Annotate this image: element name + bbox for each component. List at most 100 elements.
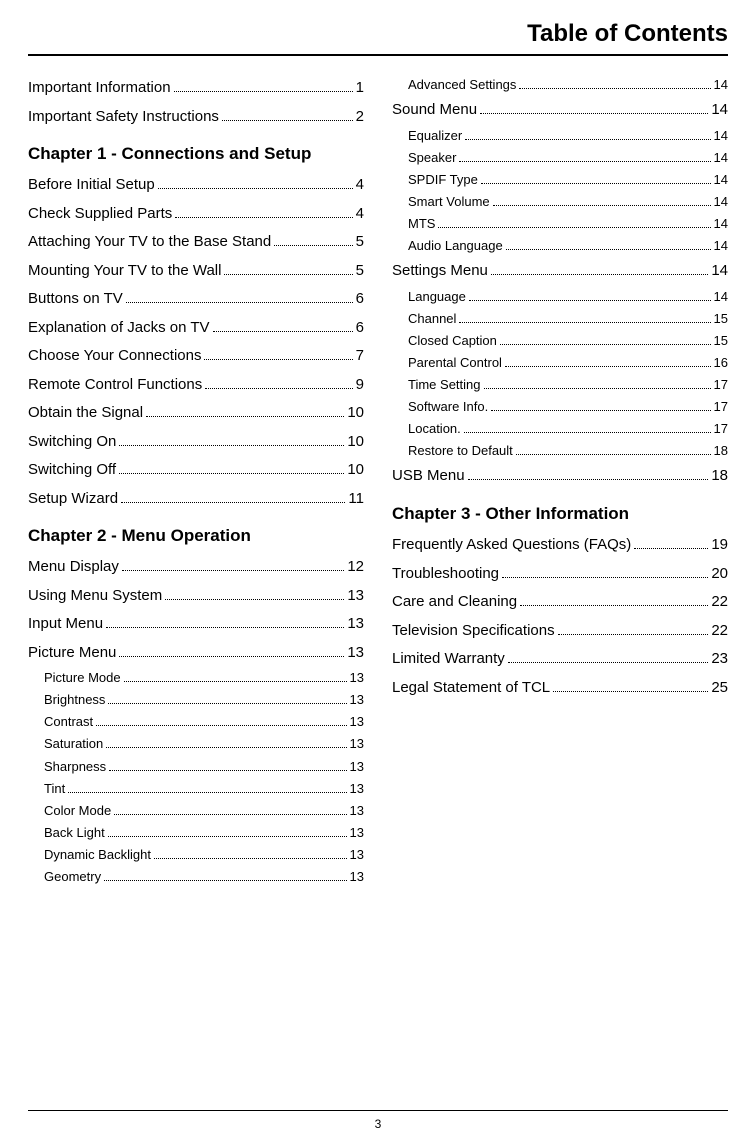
- toc-leader-dots: [108, 703, 346, 704]
- toc-page: 23: [711, 645, 728, 674]
- toc-page: 22: [711, 588, 728, 617]
- toc-leader-dots: [165, 599, 344, 600]
- toc-label: Using Menu System: [28, 582, 162, 611]
- toc-sub-entry: Restore to Default 18: [392, 440, 728, 462]
- page-title: Table of Contents: [28, 20, 728, 48]
- toc-leader-dots: [108, 836, 347, 837]
- toc-leader-dots: [502, 577, 708, 578]
- toc-label: Restore to Default: [408, 440, 513, 462]
- toc-label: Advanced Settings: [408, 74, 516, 96]
- toc-leader-dots: [122, 570, 344, 571]
- toc-sub-entry: Advanced Settings14: [392, 74, 728, 96]
- toc-entry: Legal Statement of TCL25: [392, 674, 728, 703]
- toc-label: Choose Your Connections: [28, 342, 201, 371]
- toc-label: Language: [408, 286, 466, 308]
- toc-label: Brightness: [44, 689, 105, 711]
- toc-leader-dots: [126, 302, 353, 303]
- toc-page: 13: [350, 800, 364, 822]
- toc-page: 4: [356, 171, 364, 200]
- toc-leader-dots: [96, 725, 346, 726]
- footer: 3: [28, 1110, 728, 1131]
- toc-sub-entry: Tint13: [28, 778, 364, 800]
- toc-label: Setup Wizard: [28, 485, 118, 514]
- toc-leader-dots: [119, 473, 344, 474]
- toc-page: 5: [356, 257, 364, 286]
- toc-label: Parental Control: [408, 352, 502, 374]
- toc-leader-dots: [468, 479, 709, 480]
- toc-sub-entry: Contrast 13: [28, 711, 364, 733]
- toc-label: Equalizer: [408, 125, 462, 147]
- toc-leader-dots: [505, 366, 711, 367]
- toc-leader-dots: [459, 322, 710, 323]
- toc-page: 13: [350, 844, 364, 866]
- toc-sub-entry: Location.17: [392, 418, 728, 440]
- toc-label: Limited Warranty: [392, 645, 505, 674]
- toc-entry: Input Menu 13: [28, 610, 364, 639]
- toc-label: Check Supplied Parts: [28, 200, 172, 229]
- toc-leader-dots: [465, 139, 710, 140]
- chapter-heading: Chapter 3 - Other Information: [392, 503, 728, 525]
- toc-label: Explanation of Jacks on TV: [28, 314, 210, 343]
- toc-sub-entry: Audio Language14: [392, 235, 728, 257]
- toc-page: 16: [714, 352, 728, 374]
- toc-sub-entry: Parental Control 16: [392, 352, 728, 374]
- toc-entry: Television Specifications 22: [392, 617, 728, 646]
- toc-label: Picture Menu: [28, 639, 116, 668]
- toc-page: 6: [356, 314, 364, 343]
- toc-leader-dots: [124, 681, 347, 682]
- toc-page: 10: [347, 399, 364, 428]
- toc-leader-dots: [500, 344, 711, 345]
- toc-page: 14: [711, 257, 728, 286]
- toc-leader-dots: [119, 656, 344, 657]
- toc-entry: Before Initial Setup 4: [28, 171, 364, 200]
- toc-page: 13: [350, 711, 364, 733]
- toc-label: Sharpness: [44, 756, 106, 778]
- toc-page: 22: [711, 617, 728, 646]
- right-column: Advanced Settings14Sound Menu14Equalizer…: [392, 74, 728, 888]
- columns: Important Information1Important Safety I…: [28, 74, 728, 888]
- toc-label: Switching On: [28, 428, 116, 457]
- toc-sub-entry: Smart Volume14: [392, 191, 728, 213]
- toc-label: Mounting Your TV to the Wall: [28, 257, 221, 286]
- toc-label: Contrast: [44, 711, 93, 733]
- toc-page: 12: [347, 553, 364, 582]
- toc-label: Before Initial Setup: [28, 171, 155, 200]
- toc-sub-entry: Channel15: [392, 308, 728, 330]
- toc-page: 19: [711, 531, 728, 560]
- toc-page: 13: [350, 733, 364, 755]
- toc-entry: Picture Menu13: [28, 639, 364, 668]
- toc-entry: Switching On10: [28, 428, 364, 457]
- toc-label: Important Safety Instructions: [28, 103, 219, 132]
- toc-leader-dots: [484, 388, 711, 389]
- toc-leader-dots: [519, 88, 710, 89]
- toc-sub-entry: Software Info.17: [392, 396, 728, 418]
- toc-leader-dots: [491, 410, 710, 411]
- toc-entry: Limited Warranty 23: [392, 645, 728, 674]
- toc-page: 11: [348, 485, 364, 514]
- toc-leader-dots: [438, 227, 710, 228]
- toc-label: Input Menu: [28, 610, 103, 639]
- toc-page: 17: [714, 418, 728, 440]
- toc-label: Obtain the Signal: [28, 399, 143, 428]
- chapter-heading: Chapter 2 - Menu Operation: [28, 525, 364, 547]
- title-bar: Table of Contents: [28, 20, 728, 56]
- toc-sub-entry: Brightness13: [28, 689, 364, 711]
- toc-entry: Choose Your Connections7: [28, 342, 364, 371]
- toc-label: Geometry: [44, 866, 101, 888]
- toc-page: 18: [711, 462, 728, 491]
- toc-label: Television Specifications: [392, 617, 555, 646]
- toc-label: Software Info.: [408, 396, 488, 418]
- toc-label: SPDIF Type: [408, 169, 478, 191]
- toc-leader-dots: [634, 548, 708, 549]
- toc-leader-dots: [493, 205, 711, 206]
- toc-page: 18: [714, 440, 728, 462]
- toc-sub-entry: Sharpness13: [28, 756, 364, 778]
- toc-label: Settings Menu: [392, 257, 488, 286]
- toc-label: Time Setting: [408, 374, 481, 396]
- toc-label: Channel: [408, 308, 456, 330]
- toc-label: USB Menu: [392, 462, 465, 491]
- toc-entry: Mounting Your TV to the Wall 5: [28, 257, 364, 286]
- toc-sub-entry: Equalizer14: [392, 125, 728, 147]
- toc-page: 13: [347, 610, 364, 639]
- toc-leader-dots: [154, 858, 347, 859]
